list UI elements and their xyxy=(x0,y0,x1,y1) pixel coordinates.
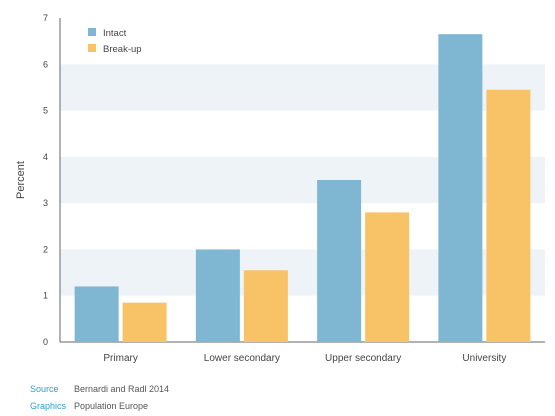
x-tick-label: Lower secondary xyxy=(204,353,280,364)
bar-break-up xyxy=(365,212,410,342)
bar-intact xyxy=(438,34,483,342)
y-tick-label: 4 xyxy=(43,152,48,162)
source-label: Source xyxy=(30,384,59,394)
legend-swatch xyxy=(88,28,96,36)
bar-intact xyxy=(317,180,362,342)
legend-label: Break-up xyxy=(103,44,142,55)
x-tick-label: Primary xyxy=(103,353,137,364)
legend-label: Intact xyxy=(103,28,127,39)
graphics-value: Population Europe xyxy=(74,401,149,411)
x-tick-label: University xyxy=(462,353,506,364)
bar-chart: 0 1 2 3 4 5 6 7 Percent Primary Lower secondary Upp… xyxy=(15,13,545,364)
bar-intact xyxy=(74,286,119,342)
source-credit: Source Bernardi and Radl 2014 xyxy=(30,381,169,398)
bar-break-up xyxy=(122,302,167,342)
bar-break-up xyxy=(243,270,288,342)
y-tick-label: 5 xyxy=(43,106,48,116)
chart-svg: 0 1 2 3 4 5 6 7 Percent Primary Lower secondary Upp… xyxy=(15,13,545,364)
y-tick-label: 0 xyxy=(43,337,48,347)
legend-swatch xyxy=(88,44,96,52)
y-tick-label: 3 xyxy=(43,198,48,208)
y-tick-label: 7 xyxy=(43,13,48,23)
y-axis-label: Percent xyxy=(15,161,27,199)
credits: Source Bernardi and Radl 2014 Graphics P… xyxy=(30,381,169,415)
graphics-label: Graphics xyxy=(30,401,67,411)
x-tick-label: Upper secondary xyxy=(325,353,401,364)
y-tick-label: 6 xyxy=(43,59,48,69)
y-tick-label: 2 xyxy=(43,244,48,254)
bar-break-up xyxy=(486,89,531,342)
graphics-credit: Graphics Population Europe xyxy=(30,398,169,415)
bar-intact xyxy=(195,249,240,342)
y-tick-label: 1 xyxy=(43,291,48,301)
source-value: Bernardi and Radl 2014 xyxy=(74,384,170,394)
